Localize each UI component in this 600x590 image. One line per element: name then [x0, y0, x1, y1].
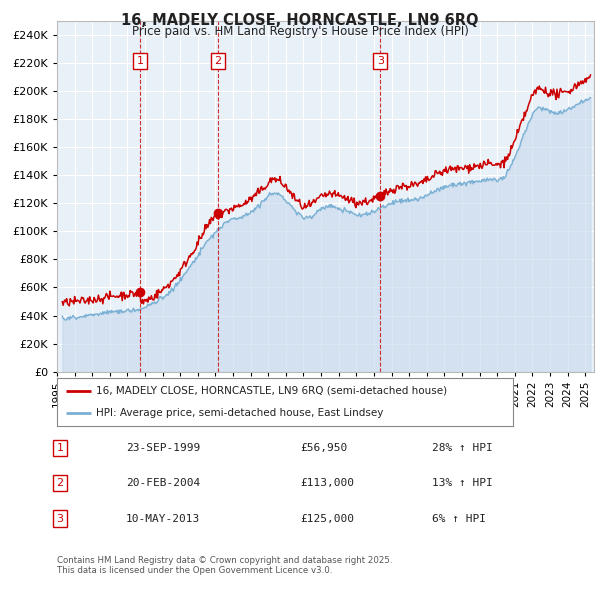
Text: 28% ↑ HPI: 28% ↑ HPI [432, 443, 493, 453]
Text: £113,000: £113,000 [300, 478, 354, 488]
Text: 6% ↑ HPI: 6% ↑ HPI [432, 514, 486, 523]
Text: 2: 2 [56, 478, 64, 488]
Text: 13% ↑ HPI: 13% ↑ HPI [432, 478, 493, 488]
Text: 3: 3 [377, 56, 384, 66]
Text: Contains HM Land Registry data © Crown copyright and database right 2025.
This d: Contains HM Land Registry data © Crown c… [57, 556, 392, 575]
Text: 20-FEB-2004: 20-FEB-2004 [126, 478, 200, 488]
Text: 2: 2 [214, 56, 221, 66]
Text: £56,950: £56,950 [300, 443, 347, 453]
Text: 16, MADELY CLOSE, HORNCASTLE, LN9 6RQ (semi-detached house): 16, MADELY CLOSE, HORNCASTLE, LN9 6RQ (s… [96, 386, 447, 396]
Text: 1: 1 [56, 443, 64, 453]
Text: 10-MAY-2013: 10-MAY-2013 [126, 514, 200, 523]
Text: Price paid vs. HM Land Registry's House Price Index (HPI): Price paid vs. HM Land Registry's House … [131, 25, 469, 38]
Text: 23-SEP-1999: 23-SEP-1999 [126, 443, 200, 453]
Text: 3: 3 [56, 514, 64, 523]
Text: HPI: Average price, semi-detached house, East Lindsey: HPI: Average price, semi-detached house,… [96, 408, 383, 418]
Text: 1: 1 [137, 56, 144, 66]
Text: £125,000: £125,000 [300, 514, 354, 523]
Text: 16, MADELY CLOSE, HORNCASTLE, LN9 6RQ: 16, MADELY CLOSE, HORNCASTLE, LN9 6RQ [121, 13, 479, 28]
